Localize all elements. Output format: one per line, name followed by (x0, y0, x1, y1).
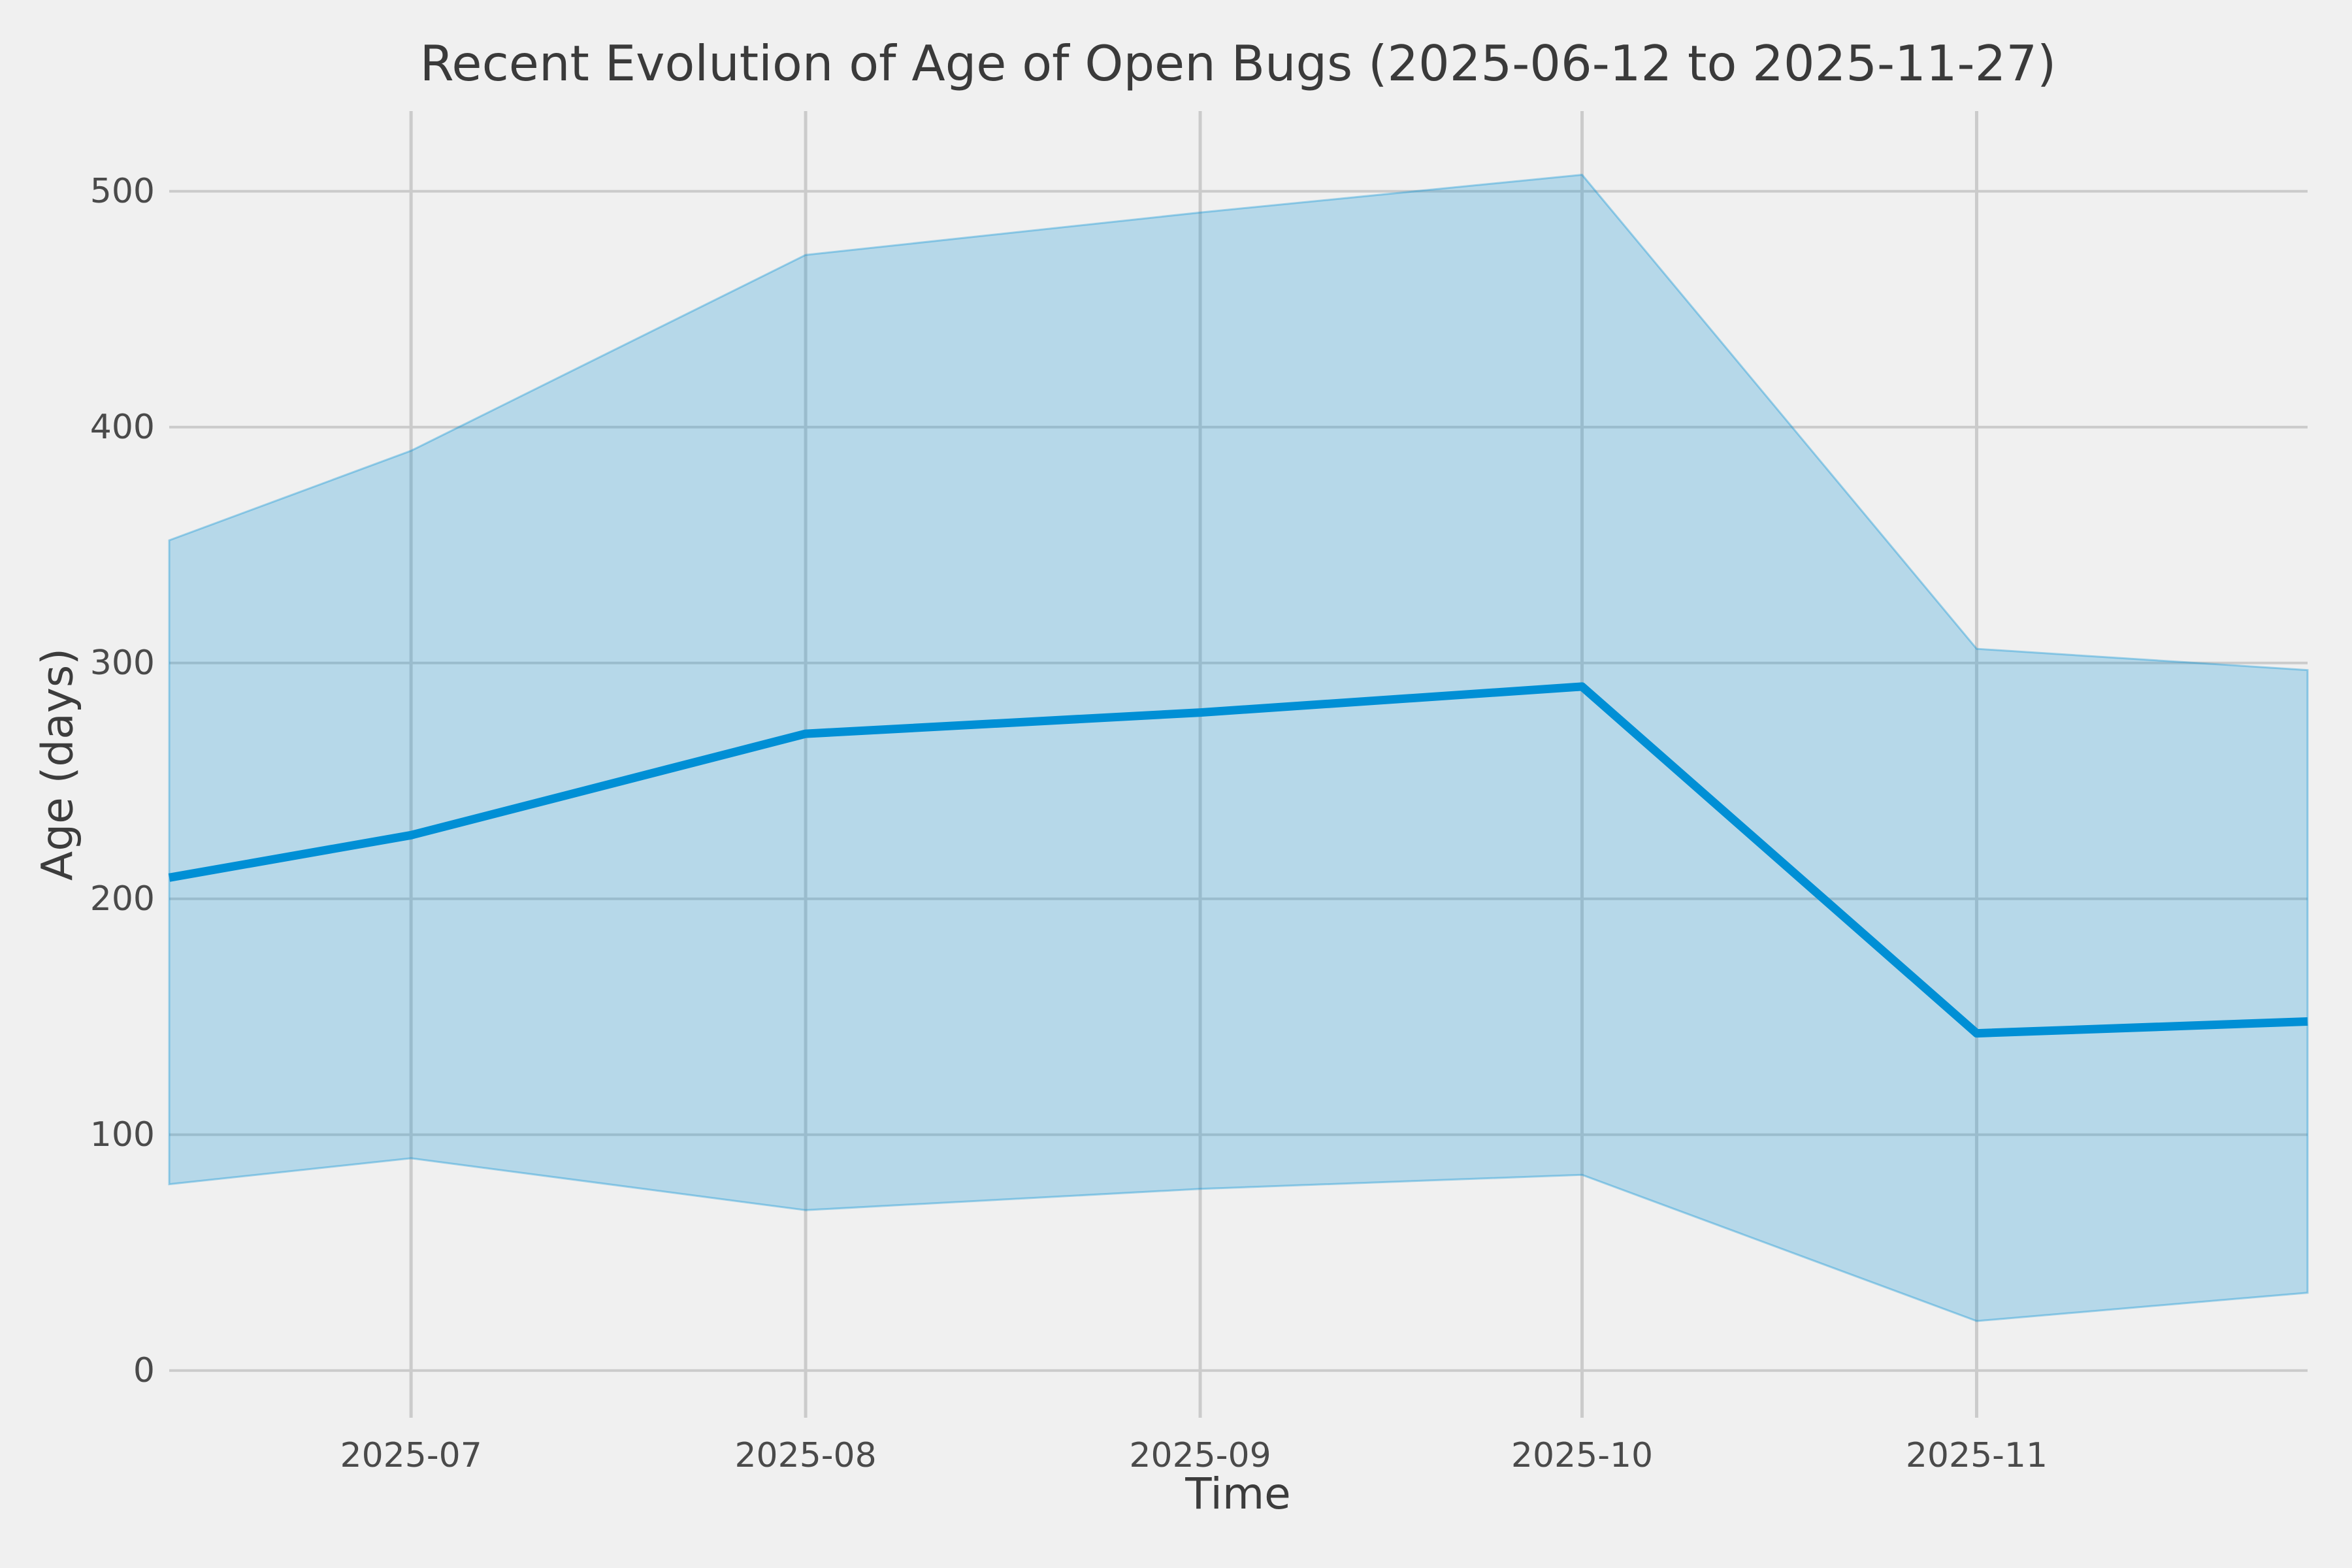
median-age-line (168, 682, 2308, 1038)
y-tick-label-500: 500 (90, 171, 155, 211)
y-tick-label-0: 0 (133, 1350, 155, 1390)
x-tick-label-2025-11: 2025-11 (1905, 1436, 2048, 1475)
x-tick-label-2025-08: 2025-08 (734, 1436, 877, 1475)
y-tick-label-100: 100 (90, 1115, 155, 1154)
x-axis-label: Time (1185, 1469, 1291, 1519)
x-tick-label-2025-09: 2025-09 (1129, 1436, 1271, 1475)
y-axis-label: Age (days) (32, 648, 83, 881)
y-tick-label-300: 300 (90, 643, 155, 683)
x-tick-label-2025-07: 2025-07 (340, 1436, 482, 1475)
gridlines (169, 111, 2308, 1418)
confidence-band-area (168, 173, 2309, 1322)
chart-title: Recent Evolution of Age of Open Bugs (20… (419, 35, 2057, 92)
x-tick-label-2025-10: 2025-10 (1511, 1436, 1654, 1475)
y-tick-label-400: 400 (90, 407, 155, 447)
y-tick-label-200: 200 (90, 879, 155, 919)
